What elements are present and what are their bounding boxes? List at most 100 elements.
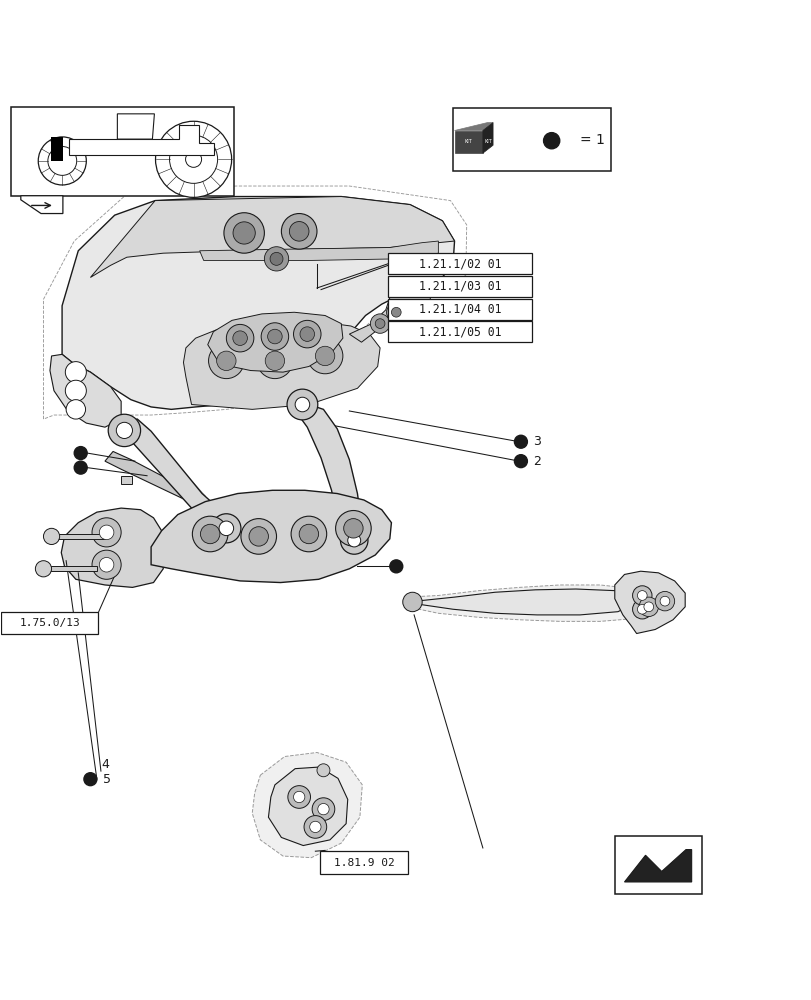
- Bar: [388, 253, 531, 274]
- Text: 2: 2: [533, 455, 540, 468]
- Circle shape: [316, 764, 329, 777]
- Circle shape: [270, 252, 283, 265]
- Circle shape: [281, 214, 316, 249]
- Circle shape: [156, 121, 231, 197]
- Circle shape: [241, 519, 277, 554]
- Circle shape: [293, 320, 320, 348]
- Circle shape: [287, 389, 317, 420]
- Circle shape: [261, 323, 288, 350]
- Bar: [388, 276, 531, 297]
- Polygon shape: [50, 354, 121, 427]
- Circle shape: [543, 133, 559, 149]
- Circle shape: [375, 319, 384, 328]
- Circle shape: [48, 147, 76, 175]
- Polygon shape: [41, 566, 97, 571]
- Circle shape: [212, 514, 241, 543]
- Circle shape: [389, 560, 402, 573]
- Circle shape: [643, 602, 653, 612]
- Circle shape: [298, 524, 318, 544]
- Polygon shape: [407, 585, 648, 621]
- Polygon shape: [62, 197, 454, 409]
- Circle shape: [108, 414, 140, 447]
- Circle shape: [514, 455, 526, 468]
- Circle shape: [370, 314, 389, 333]
- Polygon shape: [349, 288, 430, 342]
- Polygon shape: [118, 114, 154, 139]
- Polygon shape: [483, 123, 492, 153]
- Text: 1.75.0/13: 1.75.0/13: [19, 618, 80, 628]
- Text: 1.21.1/05 01: 1.21.1/05 01: [418, 325, 501, 338]
- Bar: [453, 108, 610, 171]
- Polygon shape: [268, 767, 347, 846]
- Circle shape: [200, 524, 220, 544]
- Circle shape: [638, 597, 658, 617]
- Polygon shape: [21, 196, 62, 214]
- Polygon shape: [208, 312, 342, 372]
- Polygon shape: [614, 571, 684, 634]
- Text: KIT: KIT: [464, 139, 471, 144]
- Circle shape: [340, 527, 367, 554]
- Circle shape: [226, 324, 254, 352]
- Bar: [11, 107, 234, 196]
- Circle shape: [208, 343, 244, 379]
- Bar: [2, 612, 98, 634]
- Text: 5: 5: [102, 773, 110, 786]
- Circle shape: [294, 397, 309, 412]
- Circle shape: [632, 586, 651, 605]
- Circle shape: [343, 519, 363, 538]
- Circle shape: [268, 329, 282, 344]
- Bar: [388, 299, 531, 320]
- Polygon shape: [105, 451, 195, 502]
- Circle shape: [315, 346, 334, 366]
- Circle shape: [309, 821, 320, 833]
- Polygon shape: [252, 752, 362, 858]
- Circle shape: [92, 550, 121, 579]
- Circle shape: [287, 786, 310, 808]
- Circle shape: [659, 596, 669, 606]
- Polygon shape: [70, 125, 213, 155]
- Bar: [388, 321, 531, 342]
- Circle shape: [224, 213, 264, 253]
- Circle shape: [299, 327, 314, 341]
- Circle shape: [303, 816, 326, 838]
- Circle shape: [65, 380, 86, 401]
- Circle shape: [92, 518, 121, 547]
- Circle shape: [116, 422, 132, 438]
- Polygon shape: [151, 490, 391, 583]
- Circle shape: [317, 803, 328, 815]
- Circle shape: [99, 525, 114, 540]
- Circle shape: [217, 351, 236, 371]
- Text: 4: 4: [101, 758, 109, 771]
- Text: 1.21.1/03 01: 1.21.1/03 01: [418, 280, 501, 293]
- Circle shape: [66, 400, 85, 419]
- Circle shape: [233, 222, 255, 244]
- Polygon shape: [61, 508, 163, 587]
- Circle shape: [44, 528, 59, 545]
- Circle shape: [335, 511, 371, 546]
- Circle shape: [74, 461, 87, 474]
- Polygon shape: [183, 322, 380, 409]
- Polygon shape: [90, 197, 454, 277]
- Circle shape: [386, 303, 406, 322]
- Circle shape: [307, 338, 342, 374]
- Polygon shape: [49, 534, 105, 539]
- Circle shape: [257, 343, 292, 379]
- Text: = 1: = 1: [579, 133, 604, 147]
- Circle shape: [265, 351, 285, 371]
- Circle shape: [290, 516, 326, 552]
- Circle shape: [264, 247, 288, 271]
- Polygon shape: [121, 476, 132, 484]
- Polygon shape: [116, 419, 232, 536]
- Polygon shape: [414, 589, 630, 615]
- Circle shape: [637, 604, 646, 614]
- Circle shape: [99, 557, 114, 572]
- Text: 1.21.1/04 01: 1.21.1/04 01: [418, 303, 501, 316]
- Text: 3: 3: [533, 435, 540, 448]
- Circle shape: [192, 516, 228, 552]
- Circle shape: [311, 798, 334, 820]
- Polygon shape: [200, 241, 438, 260]
- Circle shape: [632, 600, 651, 619]
- Circle shape: [186, 151, 201, 167]
- Text: 1.81.9 02: 1.81.9 02: [333, 858, 394, 868]
- Text: 1.21.1/02 01: 1.21.1/02 01: [418, 257, 501, 270]
